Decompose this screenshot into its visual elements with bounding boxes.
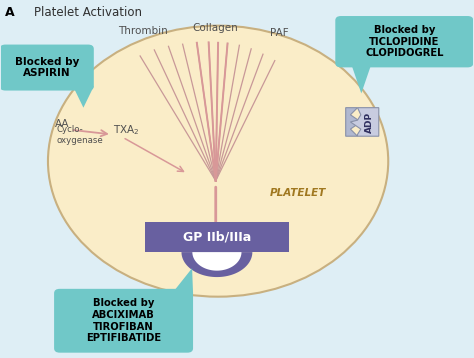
Polygon shape [73, 86, 94, 108]
Text: A: A [5, 6, 15, 19]
Text: Thrombin: Thrombin [118, 26, 167, 37]
Text: PLATELET: PLATELET [270, 188, 327, 198]
Polygon shape [350, 108, 379, 136]
Text: Platelet Activation: Platelet Activation [34, 6, 142, 19]
FancyBboxPatch shape [54, 289, 193, 353]
Text: AA: AA [55, 119, 70, 129]
FancyBboxPatch shape [0, 44, 94, 91]
Text: PAF: PAF [270, 28, 289, 38]
Text: TXA$_2$: TXA$_2$ [113, 124, 140, 137]
FancyBboxPatch shape [335, 16, 474, 67]
Ellipse shape [48, 26, 388, 297]
Text: Blocked by
TICLOPIDINE
CLOPIDOGREL: Blocked by TICLOPIDINE CLOPIDOGREL [365, 25, 444, 58]
Polygon shape [351, 63, 372, 93]
Text: Cyclo-
oxygenase: Cyclo- oxygenase [56, 125, 103, 145]
Text: Blocked by
ASPIRIN: Blocked by ASPIRIN [15, 57, 79, 78]
Text: Collagen: Collagen [193, 23, 238, 33]
Polygon shape [346, 108, 361, 136]
Text: Blocked by
ABCIXIMAB
TIROFIBAN
EPTIFIBATIDE: Blocked by ABCIXIMAB TIROFIBAN EPTIFIBAT… [86, 298, 161, 343]
Text: GP IIb/IIIa: GP IIb/IIIa [183, 231, 251, 243]
FancyBboxPatch shape [145, 222, 289, 252]
Polygon shape [172, 268, 193, 293]
Text: ADP: ADP [365, 111, 374, 132]
Polygon shape [192, 252, 241, 271]
Polygon shape [182, 252, 252, 277]
